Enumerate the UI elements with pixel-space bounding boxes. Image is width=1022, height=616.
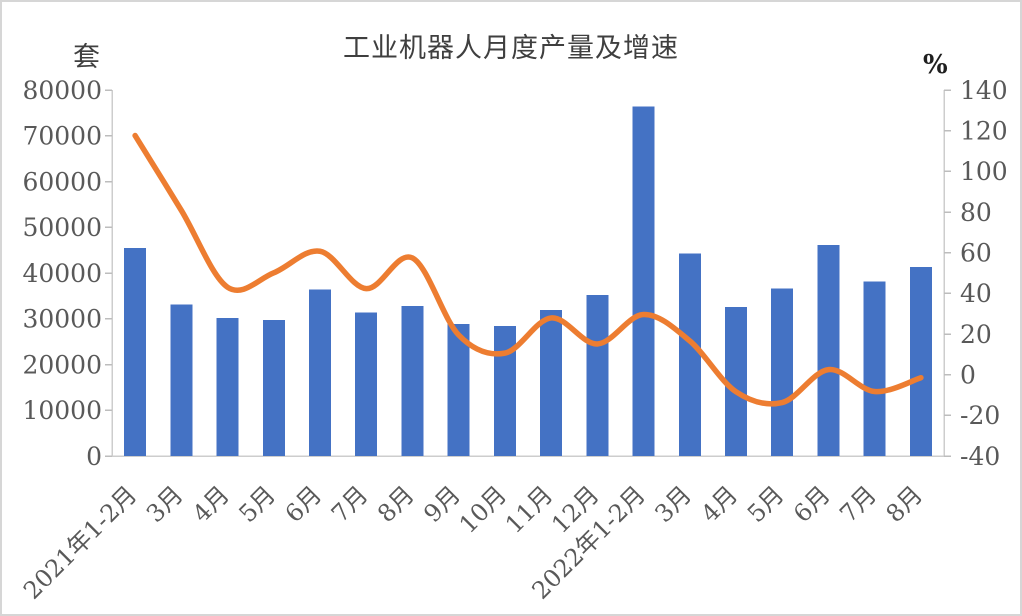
- production-bar: [216, 317, 239, 456]
- production-bar: [678, 253, 701, 456]
- left-axis-tick-label: 40000: [22, 259, 102, 288]
- left-axis-tick-label: 70000: [22, 122, 102, 151]
- right-axis-tick-label: 140: [960, 76, 1008, 105]
- x-axis-category-label: 6月: [788, 480, 836, 528]
- right-axis-tick-label: 80: [960, 198, 992, 227]
- left-axis-unit-label: 套: [73, 42, 100, 73]
- x-axis-category-label: 7月: [834, 480, 882, 528]
- x-axis-category-label: 6月: [280, 480, 328, 528]
- production-bar: [355, 312, 378, 456]
- production-bar: [309, 289, 331, 456]
- production-bar: [725, 307, 747, 456]
- right-axis-tick-label: 60: [960, 238, 992, 267]
- x-axis-category-label: 5月: [233, 480, 281, 528]
- production-bar: [493, 325, 516, 456]
- production-bar: [863, 281, 886, 456]
- right-axis-tick-label: 120: [960, 116, 1008, 145]
- left-axis-tick-label: 10000: [22, 396, 102, 425]
- production-bar: [540, 309, 563, 456]
- x-axis-category-label: 4月: [187, 480, 235, 528]
- production-bar: [632, 106, 655, 457]
- left-axis-tick-label: 30000: [22, 305, 102, 334]
- production-bar: [447, 324, 470, 456]
- left-axis-tick-label: 50000: [22, 213, 102, 242]
- right-axis-tick-label: -20: [960, 401, 1000, 430]
- production-bar: [401, 305, 424, 456]
- x-axis-category-label: 11月: [500, 480, 558, 538]
- growth-line: [132, 132, 924, 407]
- x-axis-category-label: 2021年1-2月: [18, 480, 142, 604]
- production-bar: [124, 248, 147, 456]
- production-bar: [817, 244, 840, 456]
- x-axis-category-label: 5月: [742, 480, 790, 528]
- left-axis-tick-label: 80000: [22, 76, 102, 105]
- right-axis-tick-label: 100: [960, 157, 1008, 186]
- left-axis-tick-label: 0: [86, 442, 102, 471]
- x-axis-category-label: 3月: [141, 480, 189, 528]
- left-axis-tick-label: 60000: [22, 167, 102, 196]
- left-axis-tick-label: 20000: [22, 350, 102, 379]
- production-bar: [771, 288, 794, 456]
- x-axis-category-label: 4月: [696, 480, 744, 528]
- production-bar: [262, 319, 285, 456]
- right-axis-unit-label: %: [923, 50, 948, 80]
- right-axis-tick-label: -40: [960, 442, 1000, 471]
- right-axis-tick-label: 0: [960, 360, 976, 389]
- chart-title: 工业机器人月度产量及增速: [343, 33, 679, 64]
- production-bar: [170, 304, 193, 456]
- x-axis-category-label: 7月: [326, 480, 374, 528]
- production-bar: [586, 295, 609, 456]
- x-axis-category-label: 8月: [372, 480, 420, 528]
- right-axis-tick-label: 40: [960, 279, 992, 308]
- right-axis-tick-label: 20: [960, 320, 992, 349]
- x-axis-category-label: 10月: [454, 480, 512, 538]
- x-axis-category-label: 3月: [649, 480, 697, 528]
- x-axis-category-label: 8月: [881, 480, 929, 528]
- production-bar: [909, 267, 932, 456]
